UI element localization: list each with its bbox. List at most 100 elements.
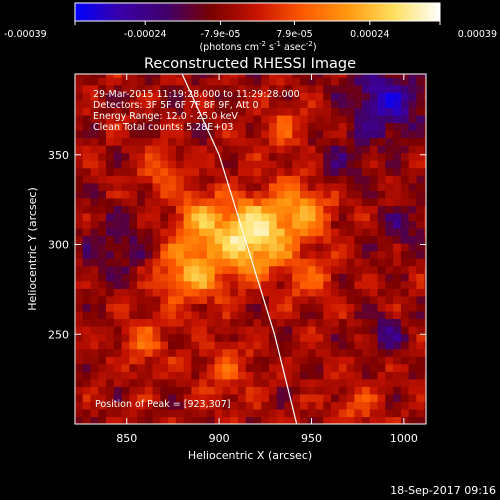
heatmap-cell [276,228,286,237]
heatmap-cell [129,288,138,297]
heatmap-cell [408,74,417,78]
heatmap-cell [90,235,99,244]
heatmap-cell [424,280,426,289]
heatmap-cell [331,92,340,101]
heatmap-cell [261,258,270,267]
heatmap-cell [261,197,270,206]
heatmap-cell [206,74,216,78]
heatmap-cell [393,310,402,320]
heatmap-cell [230,341,239,350]
heatmap-cell [354,167,363,176]
heatmap-cell [245,356,255,365]
heatmap-cell [331,182,340,191]
heatmap-cell [191,363,200,372]
heatmap-cell [346,378,355,387]
colorbar-tick-label: -0.00039 [4,29,47,40]
heatmap-cell [98,84,107,93]
heatmap-cell [237,318,247,327]
heatmap-cell [323,152,332,161]
heatmap-cell [393,84,402,93]
heatmap-cell [90,74,99,78]
heatmap-cell [121,363,130,372]
heatmap-cell [377,408,386,418]
heatmap-cell [121,145,130,154]
heatmap-cell [268,160,278,169]
heatmap-cell [214,175,224,184]
heatmap-cell [346,303,355,312]
heatmap-cell [90,280,99,289]
heatmap-cell [191,130,200,139]
heatmap-cell [245,145,255,154]
heatmap-cell [284,371,293,380]
heatmap-cell [315,310,324,320]
heatmap-cell [160,145,169,154]
heatmap-cell [129,363,138,372]
heatmap-cell [362,310,371,320]
heatmap-cell [261,393,270,402]
heatmap-cell [129,280,138,289]
heatmap-cell [222,167,231,176]
heatmap-cell [90,130,99,139]
heatmap-cell [206,356,216,365]
heatmap-cell [307,371,317,380]
heatmap-cell [424,371,426,380]
heatmap-cell [206,378,216,387]
heatmap-cell [346,145,355,154]
heatmap-cell [214,265,224,274]
heatmap-cell [315,258,324,267]
heatmap-cell [315,145,324,154]
heatmap-cell [416,416,425,424]
heatmap-cell [276,235,286,244]
heatmap-cell [152,371,161,380]
heatmap-cell [362,130,371,139]
heatmap-cell [129,250,138,259]
heatmap-cell [168,212,177,222]
heatmap-cell [369,408,379,418]
heatmap-cell [82,265,92,274]
heatmap-cell [377,114,386,124]
heatmap-cell [315,205,324,214]
heatmap-cell [416,122,425,131]
heatmap-cell [113,212,123,222]
heatmap-cell [315,371,324,380]
heatmap-cell [268,197,278,206]
heatmap-cell [276,190,286,199]
heatmap-cell [137,74,146,78]
heatmap-cell [385,197,394,206]
heatmap-cell [245,273,255,282]
heatmap-cell [237,416,247,424]
heatmap-cell [129,77,138,86]
heatmap-cell [385,228,394,237]
heatmap-cell [144,235,154,244]
heatmap-cell [323,341,332,350]
heatmap-cell [237,341,247,350]
heatmap-cell [369,250,379,259]
heatmap-cell [369,265,379,274]
heatmap-cell [346,273,355,282]
heatmap-cell [82,356,92,365]
heatmap-cell [307,92,317,101]
heatmap-cell [377,348,386,357]
heatmap-cell [346,295,355,304]
heatmap-cell [90,77,99,86]
heatmap-cell [331,107,340,116]
heatmap-cell [106,310,115,320]
heatmap-cell [385,258,394,267]
heatmap-cell [400,107,410,116]
heatmap-cell [385,295,394,304]
heatmap-cell [75,130,84,139]
heatmap-cell [400,310,410,320]
heatmap-cell [199,152,208,161]
heatmap-cell [300,341,309,350]
heatmap-cell [230,326,239,335]
heatmap-cell [354,348,363,357]
heatmap-cell [424,295,426,304]
heatmap-cell [323,220,332,229]
heatmap-cell [168,205,177,214]
heatmap-cell [346,356,355,365]
heatmap-cell [261,378,270,387]
heatmap-cell [90,99,99,108]
heatmap-cell [323,378,332,387]
heatmap-cell [338,137,348,146]
heatmap-cell [377,393,386,402]
